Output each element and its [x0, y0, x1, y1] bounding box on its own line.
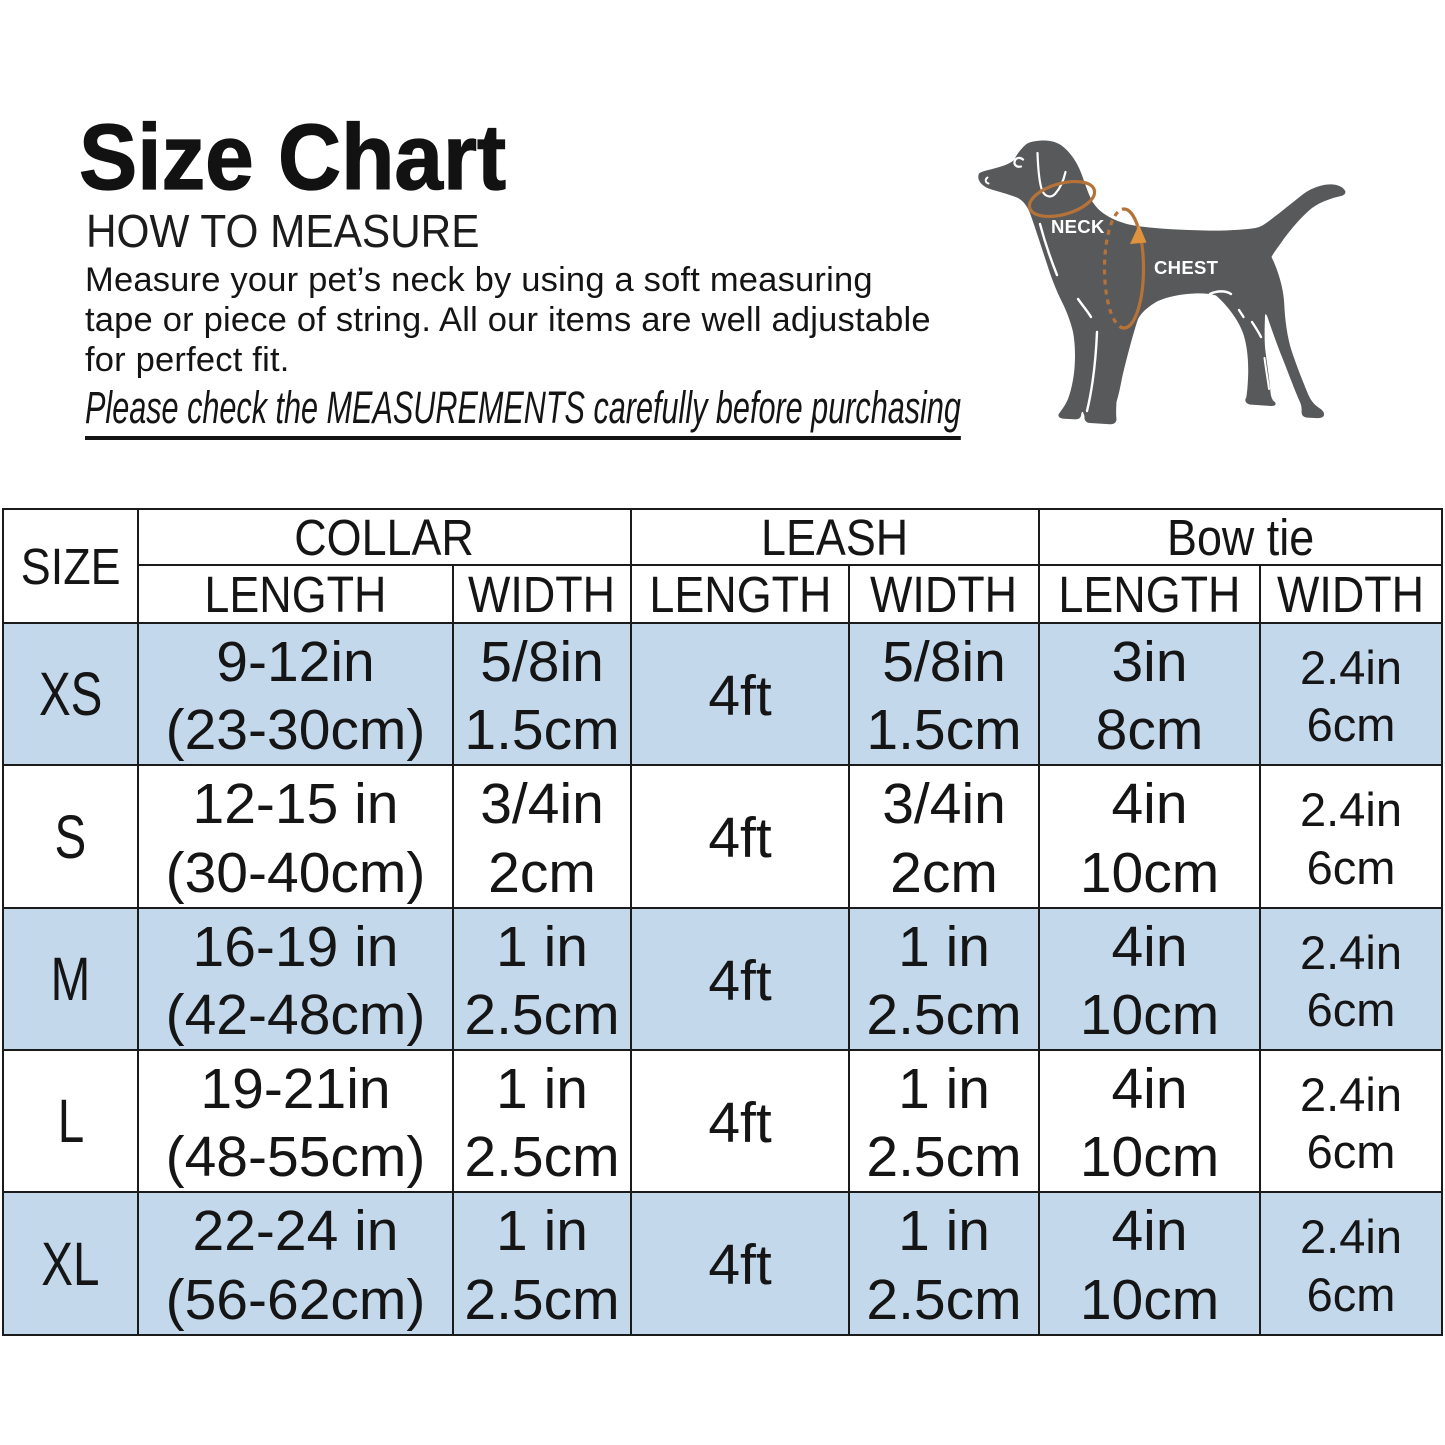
svg-text:CHEST: CHEST — [1154, 257, 1219, 278]
svg-text:NECK: NECK — [1051, 216, 1105, 237]
